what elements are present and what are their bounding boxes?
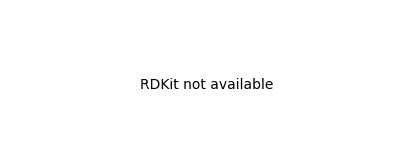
Text: RDKit not available: RDKit not available: [140, 78, 274, 92]
